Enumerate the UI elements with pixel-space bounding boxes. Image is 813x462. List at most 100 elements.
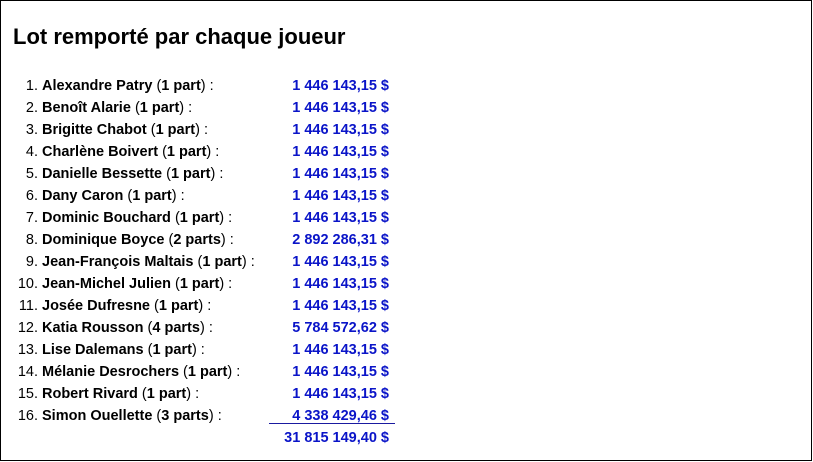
parts-close-paren: ) — [220, 232, 226, 248]
separator-colon: : — [225, 232, 234, 248]
parts-open-paren: ( — [174, 276, 180, 292]
player-entry: Josée Dufresne (1 part) : — [42, 295, 211, 317]
player-name: Josée Dufresne — [42, 298, 150, 314]
separator-colon: : — [196, 342, 205, 358]
player-entry: Jean-François Maltais (1 part) : — [42, 251, 255, 273]
player-amount: 1 446 143,15 $ — [292, 386, 389, 402]
parts-close-paren: ) — [195, 122, 200, 138]
list-item: 7. Dominic Bouchard (1 part) : 1 446 143… — [11, 207, 411, 229]
parts-close-paren: ) — [191, 342, 197, 358]
player-name: Jean-François Maltais — [42, 254, 194, 270]
list-item: 8. Dominique Boyce (2 parts) : 2 892 286… — [11, 229, 411, 251]
rank-number: 6. — [25, 188, 38, 204]
parts-open-paren: ( — [156, 78, 162, 94]
separator-colon: : — [184, 100, 193, 116]
parts-open-paren: ( — [150, 122, 156, 138]
player-parts: 1 part — [166, 144, 207, 160]
parts-close-paren: ) — [171, 188, 177, 204]
parts-open-paren: ( — [197, 254, 203, 270]
list-item: 6. Dany Caron (1 part) : 1 446 143,15 $ — [11, 185, 411, 207]
separator-colon: : — [191, 386, 200, 402]
player-amount: 1 446 143,15 $ — [292, 188, 389, 204]
player-parts: 1 part — [146, 386, 187, 402]
separator-colon: : — [204, 320, 213, 336]
player-entry: Lise Dalemans (1 part) : — [42, 339, 205, 361]
rank-number: 14. — [17, 364, 38, 380]
player-parts: 4 parts — [152, 320, 200, 336]
player-entry: Robert Rivard (1 part) : — [42, 383, 199, 405]
player-parts: 1 part — [187, 364, 228, 380]
player-entry: Simon Ouellette (3 parts) : — [42, 405, 222, 427]
separator-colon: : — [215, 166, 224, 182]
player-parts: 3 parts — [161, 408, 209, 424]
player-parts: 1 part — [152, 342, 192, 358]
rank-number: 13. — [17, 342, 38, 358]
rank-number: 3. — [25, 122, 38, 138]
player-amount: 2 892 286,31 $ — [292, 232, 389, 248]
player-parts: 1 part — [179, 210, 220, 226]
parts-close-paren: ) — [227, 364, 233, 380]
rank-number: 9. — [25, 254, 38, 270]
parts-open-paren: ( — [162, 144, 167, 160]
player-name: Robert Rivard — [42, 386, 138, 402]
list-item: 9. Jean-François Maltais (1 part) : 1 44… — [11, 251, 411, 273]
list-item: 2. Benoît Alarie (1 part) : 1 446 143,15… — [11, 97, 411, 119]
player-name: Lise Dalemans — [42, 342, 144, 358]
rank-number: 5. — [25, 166, 38, 182]
player-entry: Mélanie Desrochers (1 part) : — [42, 361, 240, 383]
list-item: 5. Danielle Bessette (1 part) : 1 446 14… — [11, 163, 411, 185]
list-item: 4. Charlène Boivert (1 part) : 1 446 143… — [11, 141, 411, 163]
parts-close-paren: ) — [219, 210, 225, 226]
separator-colon: : — [199, 122, 208, 138]
parts-open-paren: ( — [127, 188, 133, 204]
parts-open-paren: ( — [147, 320, 153, 336]
player-parts: 2 parts — [173, 232, 221, 248]
list-item: 12. Katia Rousson (4 parts) : 5 784 572,… — [11, 317, 411, 339]
player-name: Charlène Boivert — [42, 144, 159, 160]
parts-open-paren: ( — [134, 100, 140, 116]
player-entry: Dany Caron (1 part) : — [42, 185, 185, 207]
list-item: 1. Alexandre Patry (1 part) : 1 446 143,… — [11, 75, 411, 97]
player-parts: 1 part — [132, 188, 172, 204]
parts-close-paren: ) — [219, 276, 225, 292]
player-list: 1. Alexandre Patry (1 part) : 1 446 143,… — [11, 75, 411, 427]
parts-close-paren: ) — [186, 386, 192, 402]
player-entry: Brigitte Chabot (1 part) : — [42, 119, 208, 141]
player-name: Brigitte Chabot — [42, 122, 147, 138]
parts-open-paren: ( — [141, 386, 147, 402]
player-amount: 1 446 143,15 $ — [292, 254, 389, 270]
player-entry: Dominic Bouchard (1 part) : — [42, 207, 232, 229]
player-parts: 1 part — [170, 166, 211, 182]
separator-colon: : — [211, 144, 220, 160]
parts-close-paren: ) — [206, 144, 212, 160]
player-parts: 1 part — [202, 254, 242, 270]
separator-colon: : — [224, 276, 233, 292]
list-item: 10. Jean-Michel Julien (1 part) : 1 446 … — [11, 273, 411, 295]
parts-open-paren: ( — [166, 166, 171, 182]
parts-close-paren: ) — [198, 298, 204, 314]
player-parts: 1 part — [179, 276, 220, 292]
player-parts: 1 part — [139, 100, 180, 116]
player-name: Dominique Boyce — [42, 232, 165, 248]
parts-open-paren: ( — [156, 408, 162, 424]
player-name: Dany Caron — [42, 188, 124, 204]
rank-number: 15. — [17, 386, 38, 402]
parts-open-paren: ( — [154, 298, 159, 314]
rank-number: 4. — [25, 144, 38, 160]
player-name: Simon Ouellette — [42, 408, 153, 424]
player-entry: Danielle Bessette (1 part) : — [42, 163, 223, 185]
list-item: 11. Josée Dufresne (1 part) : 1 446 143,… — [11, 295, 411, 317]
player-name: Alexandre Patry — [42, 78, 153, 94]
rank-number: 8. — [25, 232, 38, 248]
list-item: 16. Simon Ouellette (3 parts) : 4 338 42… — [11, 405, 411, 427]
separator-colon: : — [213, 408, 222, 424]
player-amount: 1 446 143,15 $ — [292, 78, 389, 94]
grand-total: 31 815 149,40 $ — [284, 430, 389, 446]
separator-colon: : — [203, 298, 212, 314]
player-name: Mélanie Desrochers — [42, 364, 180, 380]
player-name: Jean-Michel Julien — [42, 276, 171, 292]
player-amount: 1 446 143,15 $ — [292, 100, 389, 116]
player-amount: 4 338 429,46 $ — [292, 408, 389, 424]
player-name: Danielle Bessette — [42, 166, 163, 182]
separator-colon: : — [224, 210, 233, 226]
